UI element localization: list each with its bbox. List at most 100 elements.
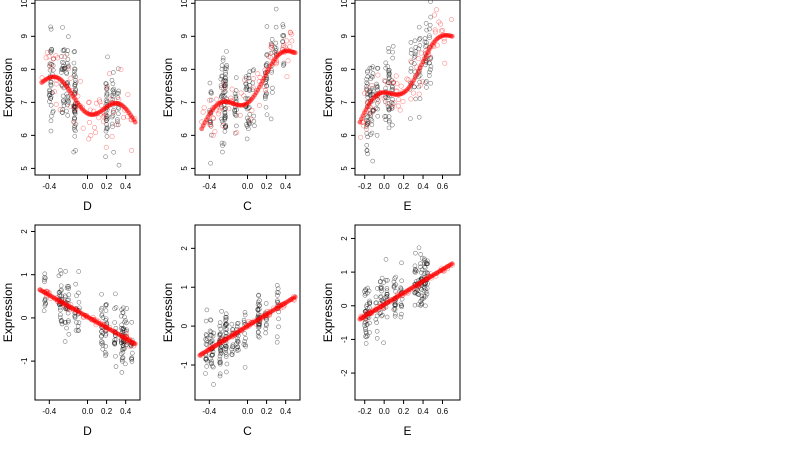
- data-point: [251, 67, 257, 72]
- data-point: [114, 90, 120, 96]
- fitted-point: [216, 108, 222, 114]
- fitted-point: [427, 56, 433, 62]
- data-point: [246, 121, 252, 126]
- data-point: [223, 71, 228, 77]
- data-point: [233, 112, 238, 118]
- data-point: [362, 320, 368, 326]
- data-point: [220, 55, 226, 61]
- data-point: [116, 106, 122, 111]
- data-point: [65, 93, 71, 99]
- data-point: [273, 46, 279, 51]
- data-point: [99, 339, 104, 344]
- data-point: [256, 293, 261, 299]
- data-point: [398, 285, 403, 291]
- fitted-point: [97, 99, 103, 105]
- fitted-point: [103, 85, 109, 91]
- data-point: [103, 81, 109, 87]
- data-point: [419, 255, 425, 261]
- data-point: [428, 80, 433, 86]
- data-point: [269, 37, 275, 42]
- data-point: [365, 151, 370, 157]
- data-point: [65, 48, 71, 53]
- data-point: [224, 344, 230, 350]
- data-point: [210, 363, 215, 369]
- data-point: [364, 330, 369, 336]
- data-point: [207, 120, 213, 125]
- data-point: [72, 66, 77, 72]
- data-point: [222, 85, 228, 91]
- data-point: [391, 284, 397, 289]
- data-point: [209, 360, 214, 366]
- data-point: [222, 116, 228, 121]
- fitted-point: [118, 66, 124, 72]
- data-point: [109, 114, 115, 120]
- data-point: [99, 341, 104, 346]
- data-point: [428, 67, 433, 72]
- fitted-point: [114, 121, 120, 127]
- data-point: [219, 63, 225, 68]
- x-axis-title: C: [243, 199, 252, 213]
- fitted-point: [220, 123, 226, 129]
- data-point: [115, 66, 121, 72]
- y-tick-label: 9: [340, 34, 349, 39]
- data-point: [203, 356, 209, 361]
- data-point: [208, 361, 214, 366]
- data-point: [210, 364, 216, 370]
- data-point: [42, 271, 48, 277]
- fitted-point: [249, 108, 255, 114]
- data-point: [234, 346, 240, 351]
- data-point: [246, 105, 251, 111]
- data-point: [65, 97, 70, 103]
- data-point: [224, 361, 230, 367]
- data-point: [369, 130, 375, 136]
- data-point: [427, 73, 432, 78]
- data-point: [217, 373, 223, 379]
- data-point: [217, 323, 223, 329]
- x-tick-label: 0.2: [101, 182, 113, 191]
- data-point: [105, 113, 110, 119]
- data-point: [73, 281, 78, 287]
- data-point: [72, 110, 77, 115]
- data-point: [424, 85, 429, 90]
- panel-2: -0.4 0.0 0.2 0.4 5 6 7 8 9 10 C Expression: [161, 0, 301, 213]
- fitted-point: [395, 103, 401, 109]
- data-point: [264, 52, 269, 58]
- data-point: [263, 301, 269, 306]
- fitted-point: [73, 107, 79, 113]
- data-point: [64, 108, 69, 114]
- y-tick-label: 10: [20, 0, 29, 8]
- data-point: [223, 113, 228, 119]
- fitted-point: [449, 16, 455, 22]
- fitted-point: [256, 102, 262, 108]
- data-point: [72, 49, 78, 54]
- data-point: [247, 105, 252, 110]
- data-point: [223, 347, 229, 352]
- data-point: [408, 66, 414, 71]
- fitted-point: [398, 83, 404, 89]
- data-point: [217, 371, 223, 377]
- data-point: [418, 251, 423, 257]
- data-point: [268, 116, 274, 122]
- x-tick-label: 0.6: [437, 182, 449, 191]
- fitted-point: [381, 78, 387, 84]
- data-point: [42, 279, 47, 285]
- data-point: [220, 92, 225, 98]
- fitted-point: [287, 30, 293, 36]
- data-point: [219, 308, 224, 314]
- data-point: [104, 84, 110, 89]
- data-point: [370, 74, 375, 80]
- data-point: [103, 344, 109, 349]
- data-point: [118, 313, 124, 319]
- data-point: [62, 65, 67, 71]
- data-point: [118, 351, 124, 357]
- fitted-point: [53, 81, 59, 87]
- fitted-point: [364, 87, 370, 93]
- data-point: [73, 88, 78, 94]
- x-tick-label: 0.2: [261, 407, 273, 416]
- fitted-point: [221, 81, 227, 87]
- data-point: [113, 305, 119, 310]
- data-point: [256, 324, 261, 330]
- data-point: [72, 315, 78, 321]
- data-point: [230, 342, 236, 348]
- data-point: [112, 320, 117, 325]
